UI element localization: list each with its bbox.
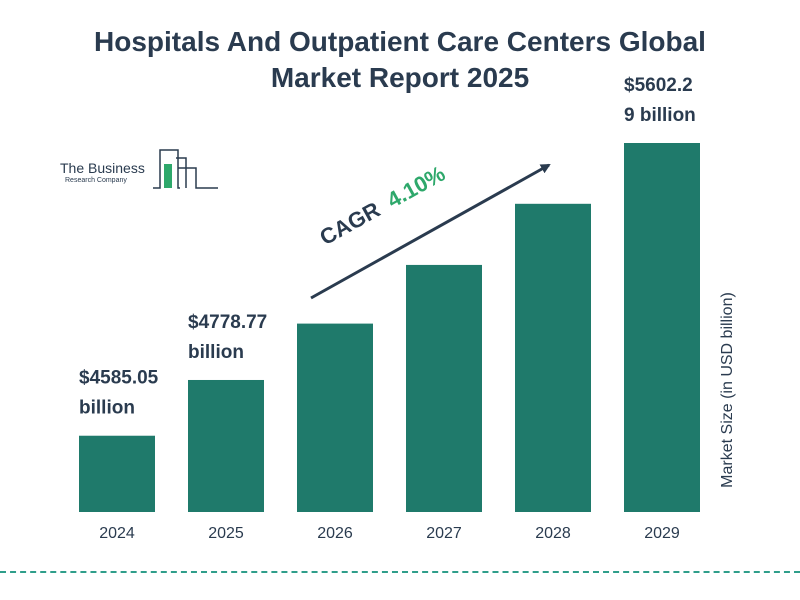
y-axis-label: Market Size (in USD billion)	[719, 292, 736, 488]
chart-title-line-1: Hospitals And Outpatient Care Centers Gl…	[94, 26, 706, 57]
logo-subtitle: Research Company	[65, 177, 127, 184]
data-label-2029-line-1: $5602.2	[624, 75, 693, 96]
data-label-2024-line-1: $4585.05	[79, 368, 159, 389]
footer-divider	[0, 571, 800, 573]
x-tick-label-2024: 2024	[99, 525, 135, 542]
cagr-annotation: CAGR 4.10%	[315, 161, 449, 250]
bar-2025	[188, 379, 264, 512]
x-tick-label-2025: 2025	[208, 525, 244, 542]
cagr-value: 4.10%	[383, 161, 450, 213]
bar-2027	[406, 264, 482, 512]
logo-name: The Business	[60, 160, 145, 176]
cagr-arrow	[310, 163, 551, 300]
data-label-2024-line-2: billion	[79, 398, 135, 419]
logo-accent-bar	[164, 164, 172, 188]
x-tick-label-2029: 2029	[644, 525, 680, 542]
company-logo: The Business Research Company	[60, 140, 222, 192]
data-label-2029-line-2: 9 billion	[624, 105, 696, 126]
data-label-2025-line-2: billion	[188, 342, 244, 363]
cagr-label: CAGR	[315, 197, 384, 250]
bar-2028	[515, 203, 591, 512]
logo-bars-icon	[153, 149, 218, 189]
bar-2024	[79, 435, 155, 512]
data-label-2025-line-1: $4778.77	[188, 312, 267, 333]
bar-2026	[297, 323, 373, 512]
bar-2029	[624, 143, 700, 512]
x-tick-label-2026: 2026	[317, 525, 353, 542]
chart-title: Hospitals And Outpatient Care Centers Gl…	[0, 24, 800, 96]
chart-title-line-2: Market Report 2025	[270, 62, 530, 93]
x-tick-label-2027: 2027	[426, 525, 462, 542]
x-tick-label-2028: 2028	[535, 525, 571, 542]
